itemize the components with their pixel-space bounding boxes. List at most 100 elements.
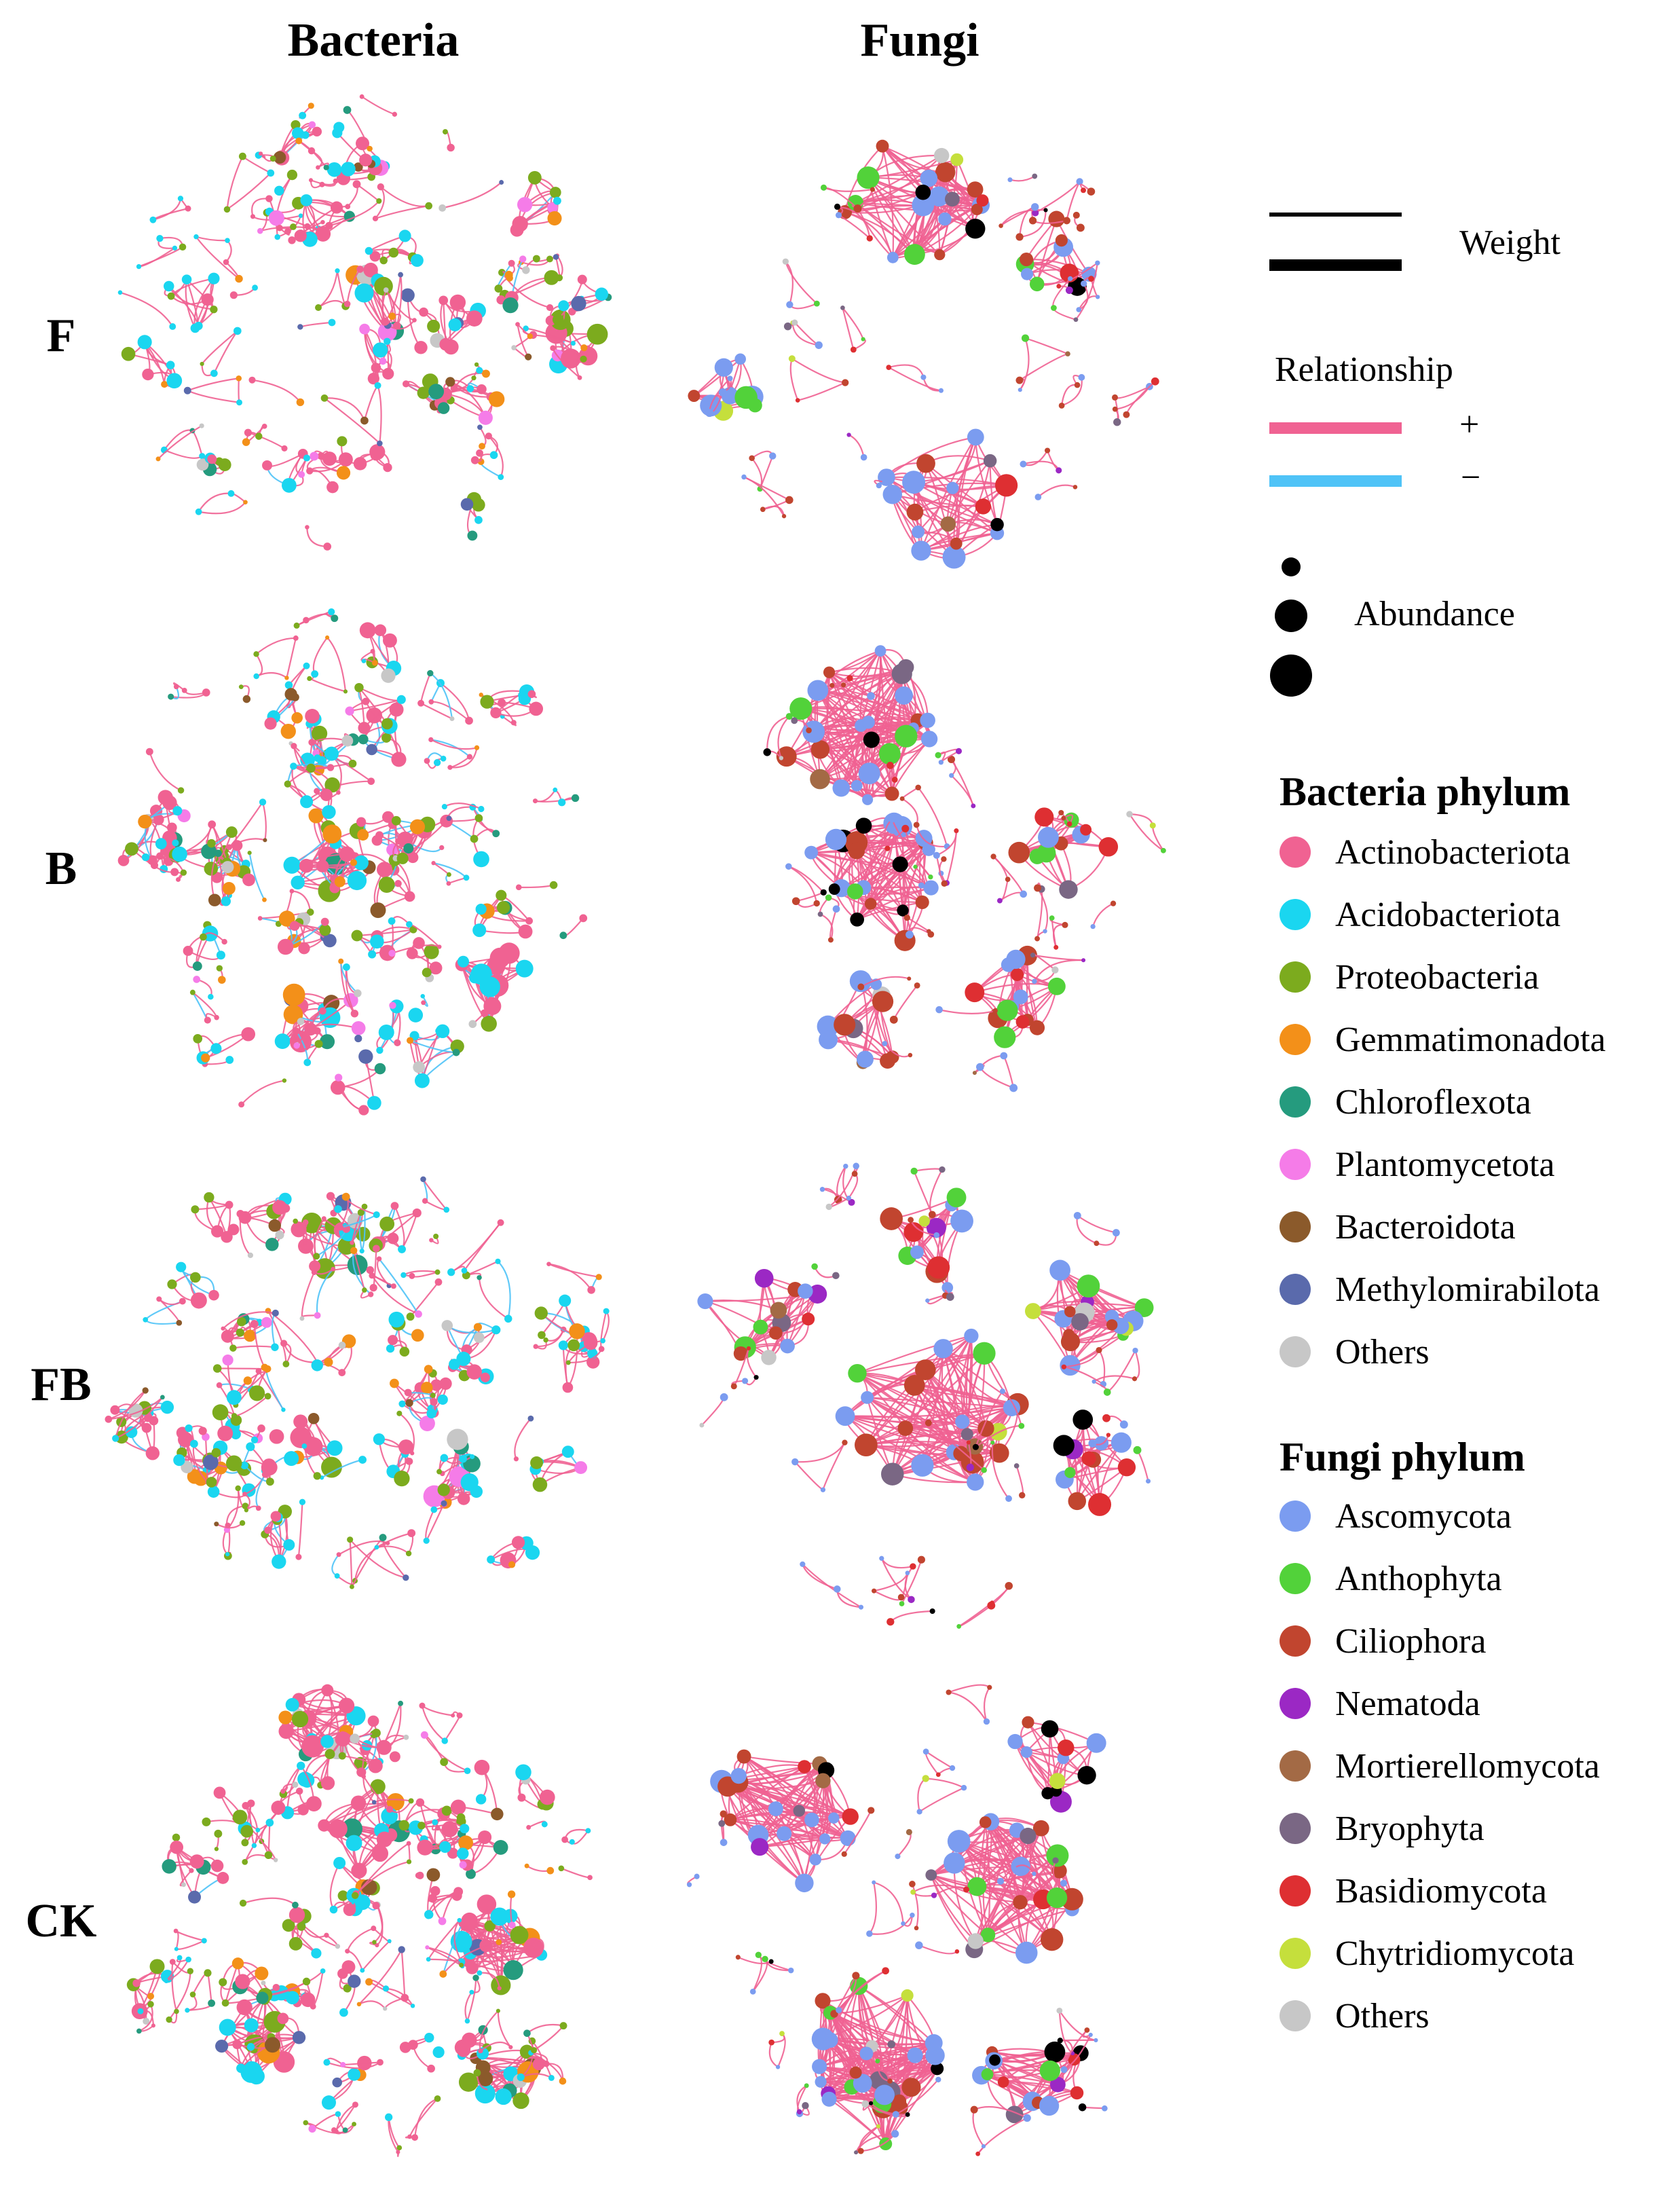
network-node — [156, 234, 164, 242]
network-node — [742, 1378, 749, 1384]
network-node — [475, 904, 487, 915]
network-node — [823, 666, 836, 678]
network-node — [172, 245, 178, 251]
network-node — [587, 1348, 598, 1359]
network-node — [211, 1225, 224, 1238]
network-node — [302, 1245, 309, 1251]
network-node — [913, 864, 918, 869]
network-node — [190, 323, 200, 333]
network-node — [1048, 210, 1065, 227]
network-edge — [451, 1222, 502, 1273]
network-node — [289, 889, 295, 894]
network-node — [950, 537, 963, 550]
network-edge — [245, 1805, 259, 1846]
network-edge — [797, 382, 846, 401]
row-label-ck: CK — [25, 1895, 97, 1947]
network-node — [299, 111, 307, 119]
network-edge — [837, 206, 871, 239]
network-node — [1005, 1495, 1012, 1503]
network-node — [848, 1198, 855, 1206]
network-node — [1113, 418, 1121, 426]
network-node — [404, 891, 415, 902]
network-edge — [766, 716, 790, 752]
network-node — [425, 1945, 430, 1950]
network-node — [1072, 485, 1078, 490]
network-node — [339, 2008, 348, 2017]
network-node — [176, 877, 181, 882]
network-node — [323, 542, 332, 551]
network-edge — [265, 1370, 284, 1410]
network-node — [342, 963, 350, 971]
network-node — [949, 773, 954, 778]
network-node — [229, 291, 238, 299]
network-node — [1018, 1422, 1025, 1429]
network-node — [173, 1454, 185, 1467]
network-edge — [855, 202, 940, 256]
network-node — [884, 786, 899, 801]
network-node — [425, 202, 433, 210]
network-node — [211, 1448, 221, 1458]
network-node — [263, 838, 267, 843]
network-node — [1088, 276, 1094, 282]
network-node — [406, 1037, 414, 1044]
network-node — [1008, 841, 1030, 864]
network-node — [899, 1601, 905, 1606]
network-node — [250, 1436, 259, 1444]
network-node — [138, 814, 152, 829]
network-node — [229, 1344, 237, 1352]
network-node — [434, 2095, 441, 2102]
network-node — [261, 1316, 272, 1328]
network-node — [336, 790, 341, 795]
network-node — [1081, 958, 1086, 963]
network-node — [275, 1230, 284, 1240]
network-node — [333, 178, 339, 184]
network-node — [440, 1454, 449, 1462]
network-node — [1031, 203, 1039, 211]
network-edge — [811, 837, 925, 853]
network-edge — [115, 1397, 164, 1439]
network-edge — [391, 921, 394, 954]
network-node — [525, 917, 534, 925]
network-node — [449, 294, 466, 311]
network-node — [406, 1312, 415, 1321]
network-node — [398, 229, 411, 242]
network-node — [846, 675, 853, 682]
network-node — [299, 858, 314, 873]
network-node — [290, 762, 297, 770]
network-node — [407, 2134, 412, 2139]
network-node — [807, 680, 829, 701]
network-node — [307, 147, 316, 155]
network-node — [227, 1223, 240, 1236]
network-edge — [548, 1263, 592, 1291]
network-node — [326, 1192, 335, 1200]
network-node — [916, 454, 935, 473]
network-node — [456, 1813, 466, 1822]
network-node — [391, 752, 407, 767]
network-node — [1072, 1410, 1094, 1430]
network-node — [546, 303, 554, 312]
network-node — [1149, 822, 1156, 829]
network-node — [387, 1938, 392, 1944]
network-node — [310, 452, 319, 461]
network-node — [903, 1222, 924, 1242]
network-node — [280, 723, 296, 739]
network-node — [485, 432, 492, 440]
network-node — [319, 1034, 335, 1050]
network-node — [191, 1205, 200, 1214]
network-node — [347, 870, 367, 891]
network-node — [522, 266, 530, 274]
network-edge — [901, 786, 919, 800]
network-node — [474, 516, 483, 524]
network-node — [319, 1007, 326, 1015]
network-node — [336, 466, 351, 480]
network-edge — [202, 1033, 248, 1058]
network-node — [718, 388, 727, 397]
network-edge — [354, 1542, 388, 1581]
network-node — [457, 1492, 470, 1505]
network-node — [553, 787, 558, 792]
network-edge — [233, 1345, 276, 1349]
network-node — [484, 1920, 496, 1932]
network-node — [388, 1335, 398, 1346]
network-node — [424, 2033, 434, 2043]
network-edge — [936, 830, 957, 856]
